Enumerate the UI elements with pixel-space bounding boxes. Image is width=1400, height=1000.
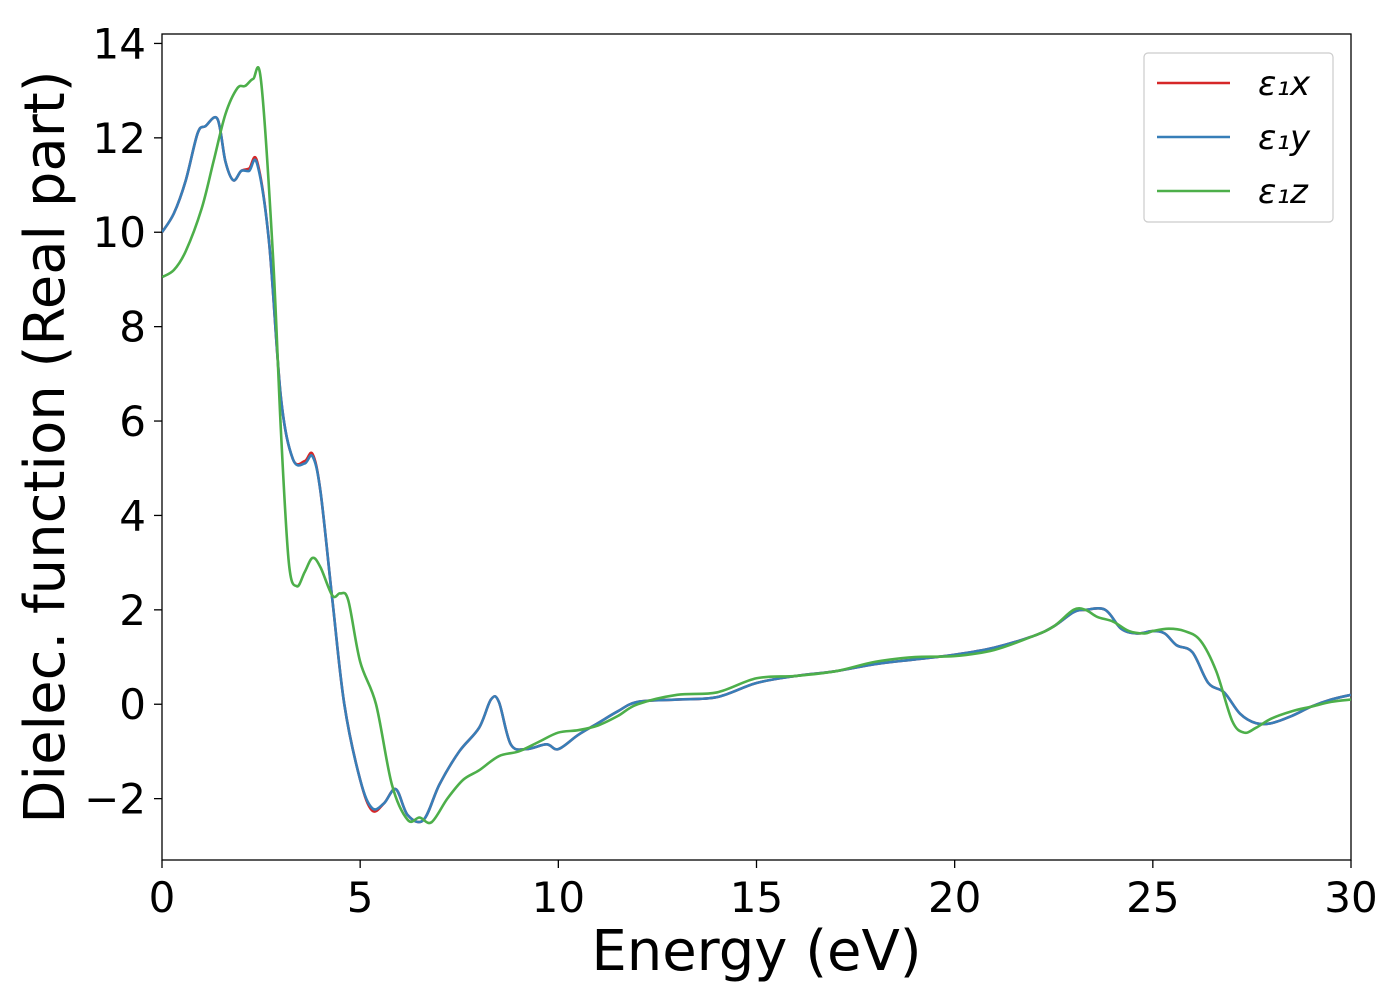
y-tick-label: 8 bbox=[119, 303, 146, 352]
y-tick-label: 0 bbox=[119, 680, 146, 729]
y-axis-title: Dielec. function (Real part) bbox=[13, 70, 78, 823]
y-tick-label: 4 bbox=[119, 491, 146, 540]
x-tick-label: 25 bbox=[1126, 873, 1179, 922]
y-tick-label: 10 bbox=[93, 208, 146, 257]
y-tick-label: 2 bbox=[119, 586, 146, 635]
series-line-z bbox=[162, 65, 1351, 825]
x-tick-label: 15 bbox=[730, 873, 783, 922]
x-tick-label: 20 bbox=[928, 873, 981, 922]
legend-label: ε₁y bbox=[1258, 118, 1311, 158]
x-tick-label: 0 bbox=[149, 873, 176, 922]
series-line-y bbox=[162, 115, 1351, 824]
y-tick-label: 6 bbox=[119, 397, 146, 446]
x-tick-label: 30 bbox=[1324, 873, 1377, 922]
series-layer bbox=[162, 65, 1351, 825]
x-axis-title: Energy (eV) bbox=[591, 919, 921, 984]
legend-label: ε₁x bbox=[1258, 64, 1311, 104]
x-tick-label: 5 bbox=[347, 873, 374, 922]
x-axis: 0 5 10 15 20 25 30 bbox=[149, 860, 1378, 922]
y-tick-label: 12 bbox=[93, 114, 146, 163]
y-tick-label: 14 bbox=[93, 19, 146, 68]
y-axis: −2 0 2 4 6 8 10 12 14 bbox=[84, 19, 162, 824]
y-tick-label: −2 bbox=[84, 775, 146, 824]
x-tick-label: 10 bbox=[532, 873, 585, 922]
legend-box bbox=[1143, 52, 1334, 223]
legend: ε₁x ε₁y ε₁z bbox=[1143, 52, 1334, 223]
legend-label: ε₁z bbox=[1258, 172, 1309, 212]
series-line-x bbox=[162, 115, 1351, 824]
